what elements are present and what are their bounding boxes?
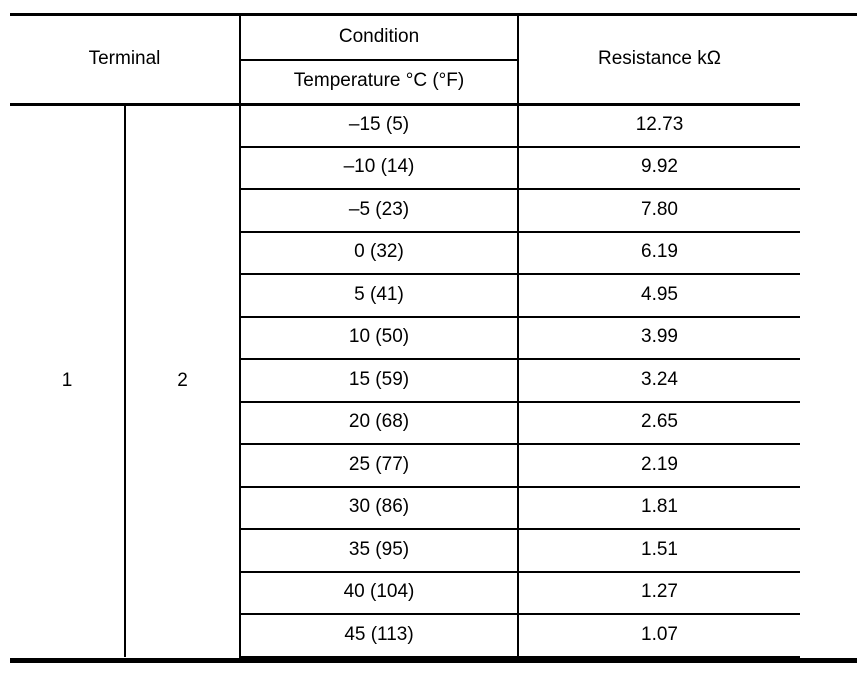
- table-row: –10 (14) 9.92: [10, 145, 800, 190]
- temperature-cell: 25 (77): [239, 443, 519, 488]
- table-body: 1 2 –15 (5) 12.73 –10 (14) 9.92 –5 (23) 7.80 0 (…: [10, 103, 800, 658]
- table-row: 10 (50) 3.99: [10, 315, 800, 360]
- resistance-cell: 3.24: [518, 358, 800, 403]
- temperature-cell: 20 (68): [239, 400, 519, 445]
- terminal-header: Terminal: [10, 16, 241, 106]
- resistance-header: Resistance kΩ: [518, 16, 800, 106]
- temperature-resistance-table: Terminal Condition Resistance kΩ Tempera…: [10, 16, 800, 658]
- temperature-cell: 40 (104): [239, 570, 519, 615]
- temperature-cell: 15 (59): [239, 358, 519, 403]
- temperature-cell: –15 (5): [239, 103, 519, 148]
- header-row-2: Temperature °C (°F): [10, 60, 800, 106]
- header-row-1: Terminal Condition Resistance kΩ: [10, 16, 800, 106]
- table-row: 30 (86) 1.81: [10, 485, 800, 530]
- table-row: 40 (104) 1.27: [10, 570, 800, 615]
- resistance-cell: 2.19: [518, 443, 800, 488]
- table-row: 20 (68) 2.65: [10, 400, 800, 445]
- temperature-cell: 35 (95): [239, 528, 519, 573]
- condition-header: Condition: [239, 16, 519, 61]
- table-row: 15 (59) 3.24: [10, 358, 800, 403]
- temperature-cell: 45 (113): [239, 613, 519, 658]
- table-row: 25 (77) 2.19: [10, 443, 800, 488]
- table-row: 5 (41) 4.95: [10, 273, 800, 318]
- temperature-cell: 10 (50): [239, 315, 519, 360]
- resistance-cell: 1.51: [518, 528, 800, 573]
- resistance-cell: 1.27: [518, 570, 800, 615]
- table-row: 35 (95) 1.51: [10, 528, 800, 573]
- resistance-cell: 7.80: [518, 188, 800, 233]
- table-row: 1 2 –15 (5) 12.73: [10, 103, 800, 657]
- resistance-cell: 3.99: [518, 315, 800, 360]
- terminal-1-cell: 1: [10, 104, 126, 657]
- resistance-cell: 1.07: [518, 613, 800, 658]
- table-row: 0 (32) 6.19: [10, 230, 800, 275]
- temperature-cell: –5 (23): [239, 188, 519, 233]
- temperature-header: Temperature °C (°F): [239, 60, 519, 106]
- resistance-cell: 4.95: [518, 273, 800, 318]
- temperature-cell: 0 (32): [239, 230, 519, 275]
- temperature-cell: –10 (14): [239, 145, 519, 190]
- resistance-cell: 6.19: [518, 230, 800, 275]
- temperature-cell: 30 (86): [239, 485, 519, 530]
- table-row: –5 (23) 7.80: [10, 188, 800, 233]
- resistance-table-frame: Terminal Condition Resistance kΩ Tempera…: [10, 13, 857, 663]
- terminal-2-cell: 2: [125, 104, 241, 657]
- table-row: 45 (113) 1.07: [10, 613, 800, 658]
- temperature-cell: 5 (41): [239, 273, 519, 318]
- resistance-cell: 2.65: [518, 400, 800, 445]
- resistance-cell: 9.92: [518, 145, 800, 190]
- resistance-cell: 1.81: [518, 485, 800, 530]
- table-header: Terminal Condition Resistance kΩ Tempera…: [10, 16, 800, 106]
- resistance-cell: 12.73: [518, 103, 800, 148]
